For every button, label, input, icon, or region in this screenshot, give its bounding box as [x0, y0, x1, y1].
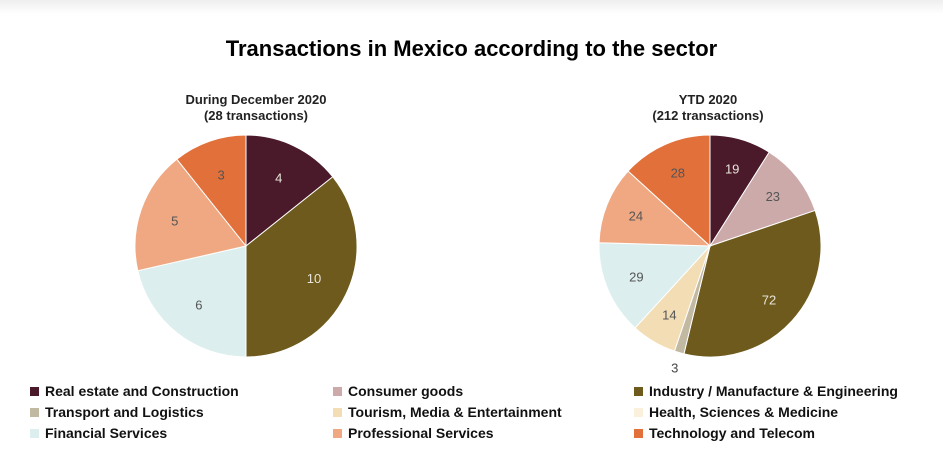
chart-title: Transactions in Mexico according to the …: [225, 36, 718, 61]
pie-1-slice-technology-and-telecom: [176, 134, 247, 248]
pie-2-label-technology-and-telecom: 28: [671, 165, 685, 180]
pie-1-label-professional-services: 5: [171, 214, 178, 229]
pie-2-title-line2: (212 transactions): [652, 108, 764, 123]
pie-2-label-professional-services: 24: [629, 209, 643, 224]
pie-2-slice-financial-services: [598, 242, 712, 329]
pie-1-slice-professional-services: [134, 158, 247, 272]
pie-2-label-financial-services: 29: [629, 270, 643, 285]
pie-1-label-technology-and-telecom: 3: [217, 167, 224, 182]
pie-2-label-real-estate-and-construction: 19: [725, 162, 739, 177]
pie-2-label-tourism-media-entertainment: 14: [662, 307, 676, 322]
top-band: [0, 0, 943, 14]
pie-2-slice-technology-and-telecom: [627, 134, 711, 248]
pie-1-slice-industry-manufacture-engineering: [245, 176, 358, 358]
pie-1-slice-financial-services: [137, 245, 247, 358]
pie-2-slice-consumer-goods: [708, 151, 816, 247]
pie-2-label-industry-manufacture-engineering: 72: [762, 292, 776, 307]
pie-2-label-consumer-goods: 23: [766, 189, 780, 204]
pie-1-label-financial-services: 6: [195, 298, 202, 313]
pie-1-label-real-estate-and-construction: 4: [275, 171, 282, 186]
pie-1-title-line1: During December 2020: [185, 92, 327, 107]
pie-1-subtitle: During December 2020 (28 transactions): [106, 92, 406, 124]
pie-1-label-industry-manufacture-engineering: 10: [307, 271, 321, 286]
pie-1-title-line2: (28 transactions): [203, 108, 309, 123]
pie-1-slice-real-estate-and-construction: [245, 134, 334, 248]
pie-2-slice-professional-services: [598, 170, 712, 247]
pie-2-subtitle: YTD 2020 (212 transactions): [558, 92, 858, 124]
pie-2-title-line1: YTD 2020: [678, 92, 738, 107]
pie-2-slice-industry-manufacture-engineering: [683, 209, 822, 358]
pie-2-label-transport-and-logistics: 3: [671, 361, 678, 376]
